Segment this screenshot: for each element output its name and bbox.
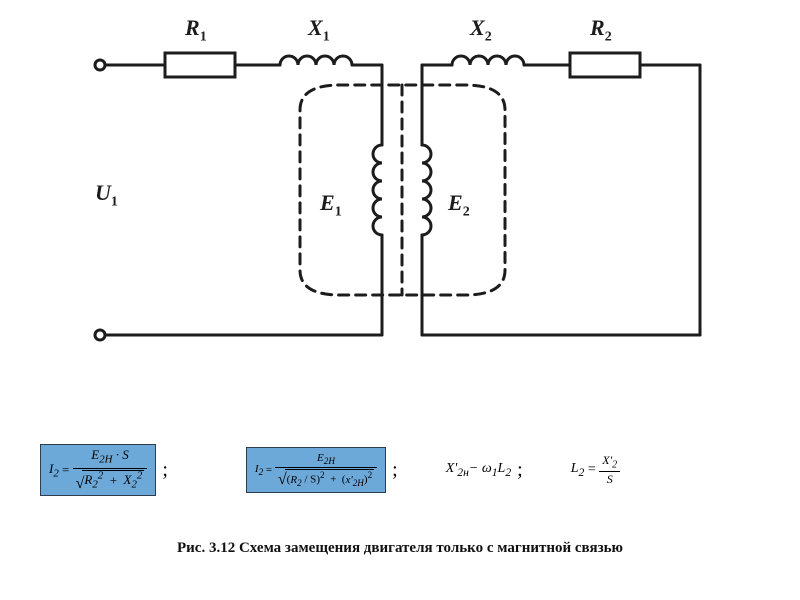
label-X1: X1 — [308, 15, 330, 45]
label-R1: R1 — [185, 15, 207, 45]
separator: ; — [517, 459, 523, 482]
equation-4: L2 = X'2 S — [571, 454, 620, 487]
separator: ; — [392, 459, 398, 482]
equation-1: I2 = E2H · S √ R22 + X22 — [40, 444, 156, 496]
equations-row: I2 = E2H · S √ R22 + X22 ; I2 — [40, 440, 760, 500]
label-E1: E1 — [320, 190, 342, 220]
label-E2: E2 — [448, 190, 470, 220]
separator: ; — [162, 459, 168, 482]
circuit-diagram: R1 X1 X2 R2 U1 E1 E2 — [70, 15, 730, 365]
label-R2: R2 — [590, 15, 612, 45]
label-X2: X2 — [470, 15, 492, 45]
figure-caption: Рис. 3.12 Схема замещения двигателя толь… — [0, 540, 800, 557]
label-U1: U1 — [95, 180, 118, 210]
equation-2: I2 = E2H √ (R2 / S)2 + (x'2H)2 — [246, 447, 386, 493]
equation-3: X'2н − ω1 L2 — [446, 461, 511, 479]
